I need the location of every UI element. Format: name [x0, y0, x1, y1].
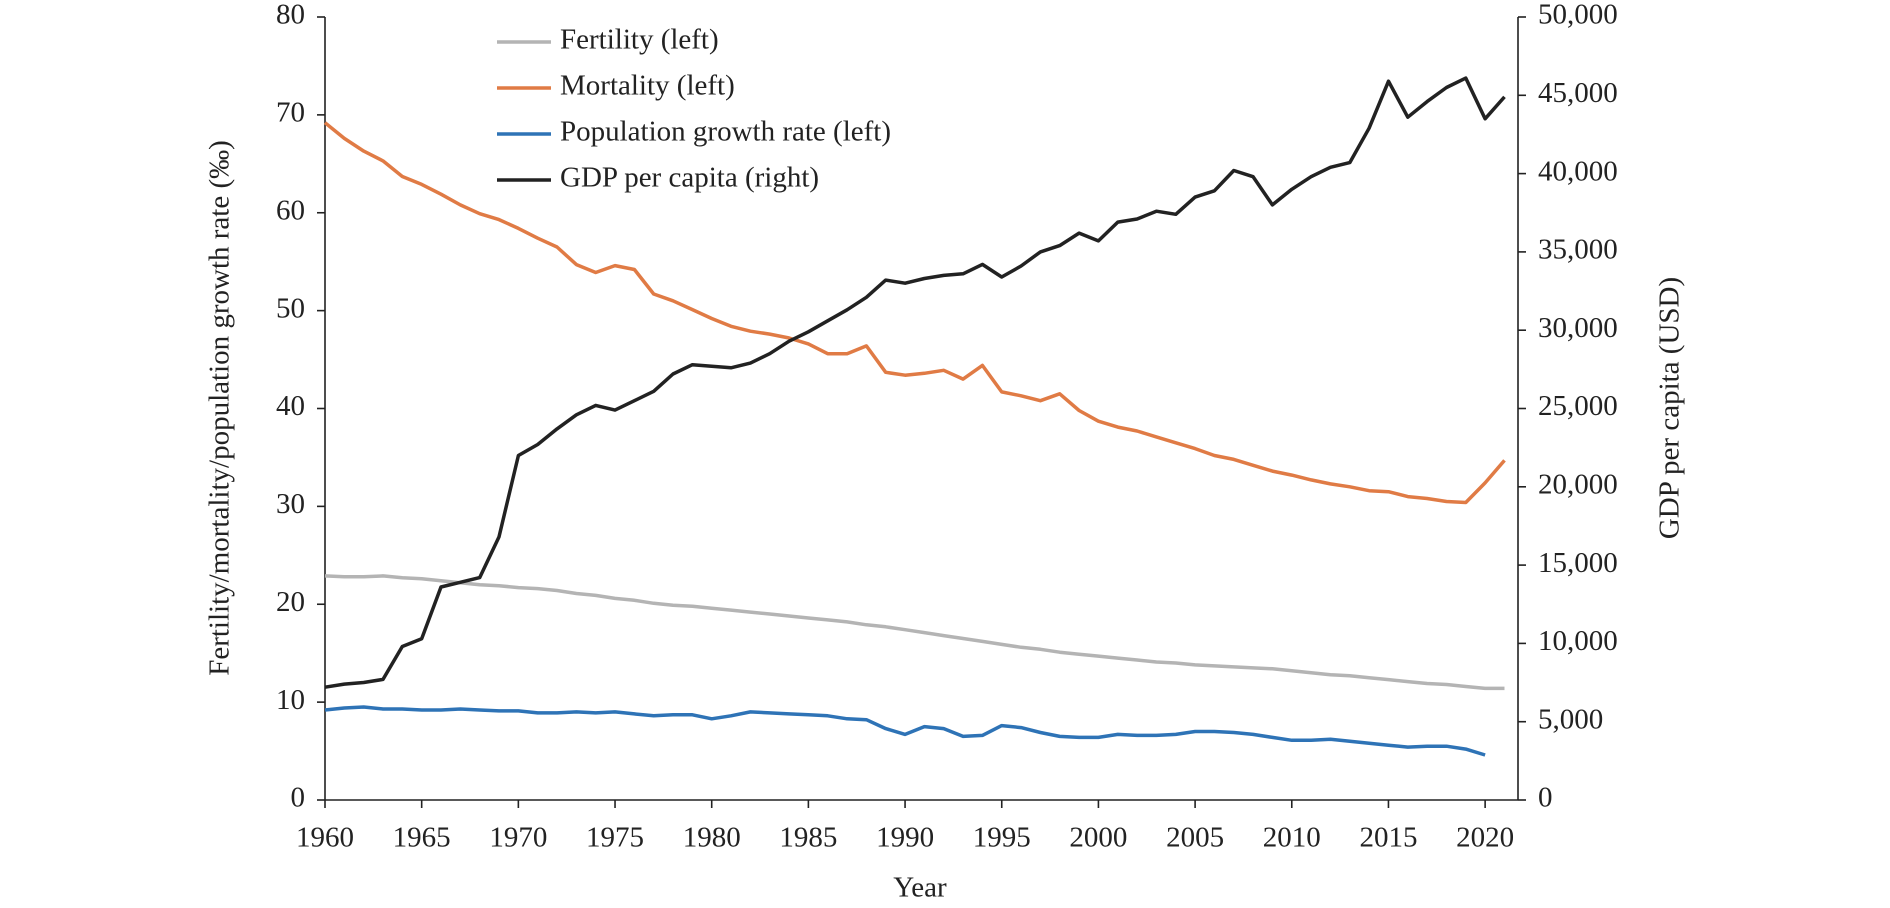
data-line	[324, 574, 1505, 691]
legend-label: Population growth rate (left)	[560, 116, 891, 148]
y2-tick-label: 0	[1538, 782, 1553, 814]
y2-tick-label: 35,000	[1538, 234, 1618, 266]
legend-label: Fertility (left)	[560, 24, 719, 56]
y2-tick-label: 50,000	[1538, 0, 1618, 31]
x-axis-title: Year	[893, 872, 947, 904]
y-tick-label: 70	[276, 97, 305, 129]
x-tick-label: 1965	[393, 822, 451, 854]
x-tick-label: 1960	[296, 822, 354, 854]
y-axis-title: Fertility/mortality/population growth ra…	[204, 140, 236, 676]
data-line	[323, 121, 1506, 505]
x-tick-label: 2005	[1166, 822, 1224, 854]
y2-tick-label: 45,000	[1538, 77, 1618, 109]
x-tick-label: 2015	[1359, 822, 1417, 854]
y-tick-label: 0	[291, 782, 306, 814]
x-tick-label: 1970	[489, 822, 547, 854]
data-line	[324, 705, 1486, 757]
x-tick-label: 1985	[779, 822, 837, 854]
y2-tick-label: 25,000	[1538, 390, 1618, 422]
y2-tick-label: 10,000	[1538, 625, 1618, 657]
y-tick-label: 10	[276, 684, 305, 716]
x-tick-label: 1995	[973, 822, 1031, 854]
x-tick-label: 2000	[1069, 822, 1127, 854]
y2-tick-label: 40,000	[1538, 155, 1618, 187]
y2-tick-label: 20,000	[1538, 468, 1618, 500]
x-tick-label: 1990	[876, 822, 934, 854]
x-tick-label: 2010	[1263, 822, 1321, 854]
data-line	[324, 76, 1506, 689]
y2-axis-title: GDP per capita (USD)	[1654, 277, 1686, 539]
x-tick-label: 2020	[1456, 822, 1514, 854]
legend-label: GDP per capita (right)	[560, 162, 819, 194]
y-tick-label: 50	[276, 292, 305, 324]
y-tick-label: 20	[276, 586, 305, 618]
x-tick-label: 1980	[683, 822, 741, 854]
y-tick-label: 80	[276, 0, 305, 31]
y-tick-label: 60	[276, 194, 305, 226]
x-tick-label: 1975	[586, 822, 644, 854]
y2-tick-label: 30,000	[1538, 312, 1618, 344]
y-tick-label: 40	[276, 390, 305, 422]
y2-tick-label: 15,000	[1538, 547, 1618, 579]
legend-label: Mortality (left)	[560, 70, 735, 102]
y2-tick-label: 5,000	[1538, 703, 1603, 735]
y-tick-label: 30	[276, 488, 305, 520]
